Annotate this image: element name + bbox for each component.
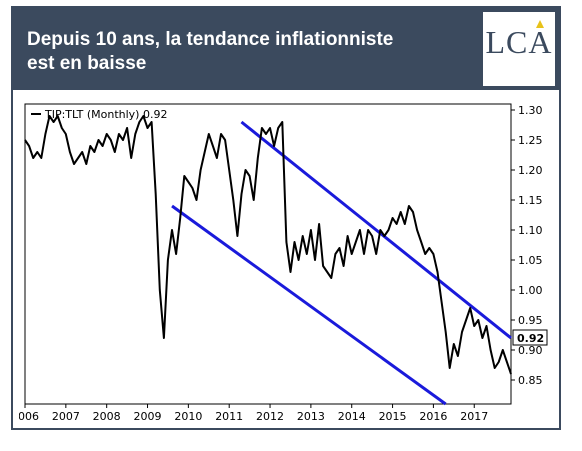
logo-text: LCA [485,24,553,60]
header-title-line2: est en baisse [27,53,147,74]
logo-accent-icon [536,20,544,28]
y-tick-label: 1.20 [518,164,543,177]
x-tick-label: 2014 [338,410,366,423]
y-tick-label: 1.15 [518,194,543,207]
x-tick-label: 2011 [215,410,243,423]
x-tick-label: 2010 [174,410,202,423]
y-tick-label: 0.90 [518,344,543,357]
header-title: Depuis 10 ans, la tendance inflationnist… [27,28,457,76]
y-tick-label: 1.25 [518,134,543,147]
x-tick-label: 2008 [93,410,121,423]
x-tick-label: 2013 [297,410,325,423]
y-tick-label: 0.85 [518,374,543,387]
line-chart: 1.30 1.25 1.20 1.15 1.10 1.05 1.00 0.95 0.90 0.85… [11,103,548,423]
y-tick-label: 1.10 [518,224,543,237]
y-tick-label: 0.95 [518,314,543,327]
chart-area: 1.30 1.25 1.20 1.15 1.10 1.05 1.00 0.95 0.90 0.85… [11,94,554,429]
x-tick-label: 2016 [419,410,447,423]
legend-label: TIP:TLT (Monthly) 0.92 [44,108,167,121]
y-tick-label: 1.00 [518,284,543,297]
header-banner: Depuis 10 ans, la tendance inflationnist… [13,8,559,90]
x-tick-label: 2012 [256,410,284,423]
last-value-box [512,329,548,346]
y-tick-label: 1.30 [518,104,543,117]
x-tick-label: 2009 [134,410,162,423]
x-tick-label: 2007 [52,410,80,423]
header-title-line1: Depuis 10 ans, la tendance inflationnist… [27,29,394,50]
channel-lower-line [171,204,447,406]
lca-logo: LCA [483,12,555,86]
plot-area [24,103,512,405]
last-value-label: 0.92 [517,332,544,345]
y-tick-label: 1.05 [518,254,543,267]
channel-upper-line [240,120,512,340]
x-tick-label: 2015 [379,410,407,423]
x-tick-label: 2006 [19,410,39,423]
chart-frame: Depuis 10 ans, la tendance inflationnist… [11,6,561,430]
x-tick-label: 2017 [460,410,488,423]
series-line [24,115,512,375]
